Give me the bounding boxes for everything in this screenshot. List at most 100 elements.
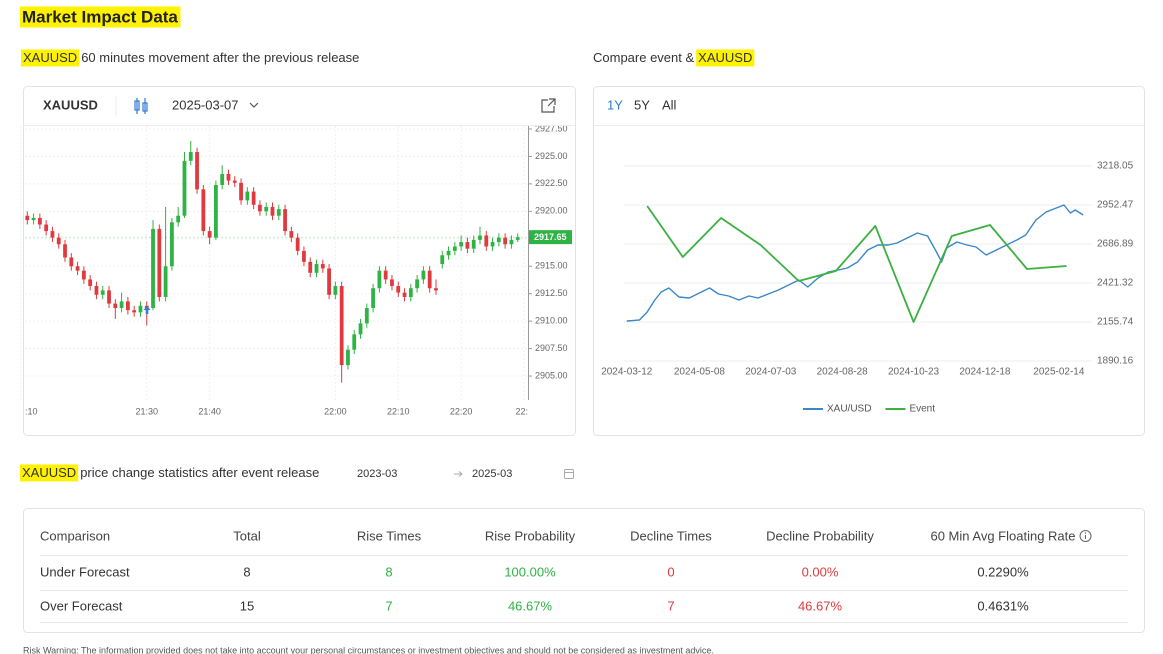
candle-body — [471, 239, 476, 249]
table-cell: 46.67% — [798, 598, 843, 613]
range-tab[interactable]: All — [662, 97, 677, 112]
range-tab[interactable]: 5Y — [634, 97, 650, 112]
highlight — [21, 49, 80, 67]
candle-body — [94, 286, 99, 295]
table-cell: 7 — [385, 598, 392, 613]
candle-body — [119, 301, 124, 308]
x-tick-label: :10 — [25, 406, 38, 416]
candle-body — [503, 237, 508, 245]
candle-body — [176, 215, 181, 223]
info-icon — [1079, 530, 1092, 542]
candle-body — [465, 242, 470, 249]
legend-label: XAU/USD — [827, 404, 871, 415]
column-header: Rise Times — [357, 528, 422, 543]
y-tick-label: 2155.74 — [1097, 317, 1134, 328]
candle-body — [75, 266, 80, 271]
calendar-icon[interactable] — [564, 469, 574, 479]
y-tick-label: 2421.32 — [1097, 278, 1134, 289]
candle-body — [327, 268, 331, 295]
candle-body — [478, 235, 482, 240]
candle-body — [346, 349, 350, 366]
table-cell: 7 — [667, 598, 674, 613]
range-arrow — [454, 471, 463, 477]
table-cell: 46.67% — [508, 598, 553, 613]
candle-body — [283, 209, 287, 232]
candle-body — [408, 288, 413, 297]
candle-body — [69, 257, 74, 267]
candle-body — [239, 182, 243, 201]
x-tick-label: 22:20 — [450, 406, 473, 416]
chevron[interactable] — [249, 102, 259, 108]
candle-body — [364, 307, 369, 324]
candle-body — [44, 224, 49, 232]
candle-body — [295, 237, 300, 251]
ticker: XAUUSD — [43, 97, 98, 112]
candle-body — [270, 206, 275, 216]
x-tick-label: 22: — [515, 406, 528, 416]
candle-body — [308, 261, 313, 273]
y-tick-label: 2922.50 — [535, 178, 568, 188]
range-tab[interactable]: 1Y — [607, 97, 623, 112]
candle-body — [81, 270, 86, 280]
date-from[interactable]: 2023-03 — [357, 468, 397, 480]
candle-body — [490, 242, 495, 247]
candle-body — [440, 255, 445, 265]
compare-caption: Compare event & XAUUSD — [593, 50, 752, 65]
candle-body — [427, 270, 432, 289]
candle-body — [264, 206, 269, 212]
last-price-label: 2917.65 — [534, 232, 567, 242]
x-tick-label: 2024-10-23 — [888, 367, 940, 378]
y-tick-label: 2905.00 — [535, 370, 568, 380]
column-header: Comparison — [40, 528, 110, 543]
risk-warning: Risk Warning: The information provided d… — [23, 645, 714, 654]
legend-label: Event — [909, 404, 935, 415]
stats-card — [23, 508, 1145, 633]
candle-grid — [20, 126, 528, 400]
candle-body — [415, 279, 420, 289]
y-tick-label: 2952.47 — [1097, 200, 1134, 211]
candle-body — [333, 286, 338, 295]
candle-body — [390, 279, 394, 287]
candle-body — [31, 217, 36, 221]
movement-caption: XAUUSD 60 minutes movement after the prev… — [23, 50, 359, 65]
candle-body — [496, 237, 501, 243]
caption-symbol: XAUUSD — [698, 50, 752, 65]
x-tick-label: 21:40 — [198, 406, 221, 416]
candle-body — [446, 250, 451, 256]
candle-body — [138, 305, 143, 313]
candle-body — [258, 204, 262, 212]
y-tick-label: 2686.89 — [1097, 239, 1134, 250]
candle-body — [170, 222, 174, 267]
table-cell: 8 — [385, 564, 392, 579]
date-picker[interactable]: 2025-03-07 — [172, 97, 239, 112]
candle-body — [484, 235, 489, 247]
candle-body — [201, 189, 206, 232]
highlight — [20, 6, 181, 28]
column-header: Rise Probability — [485, 528, 576, 543]
x-tick-label: 2024-07-03 — [745, 367, 797, 378]
candle-body — [434, 288, 438, 291]
x-tick-label: 2024-12-18 — [959, 367, 1011, 378]
column-header: Decline Times — [630, 528, 712, 543]
highlights — [20, 6, 755, 482]
candle-body — [88, 279, 93, 287]
x-tick-label: 2024-03-12 — [601, 367, 653, 378]
column-header: Total — [233, 528, 261, 543]
candle-body — [157, 228, 162, 297]
date-to[interactable]: 2025-03 — [472, 468, 512, 480]
stats-table: Comparison Total Rise Times Rise Probabilit… — [40, 528, 1128, 623]
y-tick-label: 2925.00 — [535, 151, 568, 161]
page-title: Market Impact Data — [22, 7, 178, 26]
chart-type-icon[interactable] — [134, 98, 148, 114]
x-tick-label: 2024-05-08 — [674, 367, 726, 378]
compare-card — [593, 86, 1145, 436]
y-tick-label: 2927.50 — [535, 123, 568, 133]
candle-body — [188, 152, 193, 161]
candle-body — [339, 286, 344, 366]
table-cell: 100.00% — [504, 564, 556, 579]
table-cell: 0.00% — [802, 564, 839, 579]
table-cell: Under Forecast — [40, 564, 130, 579]
candle-body — [245, 191, 250, 201]
external-link-icon[interactable] — [541, 98, 556, 113]
candle-axes: 2905.00 2907.50 2910.00 2912.50 2915.00 2917.… — [25, 123, 572, 416]
